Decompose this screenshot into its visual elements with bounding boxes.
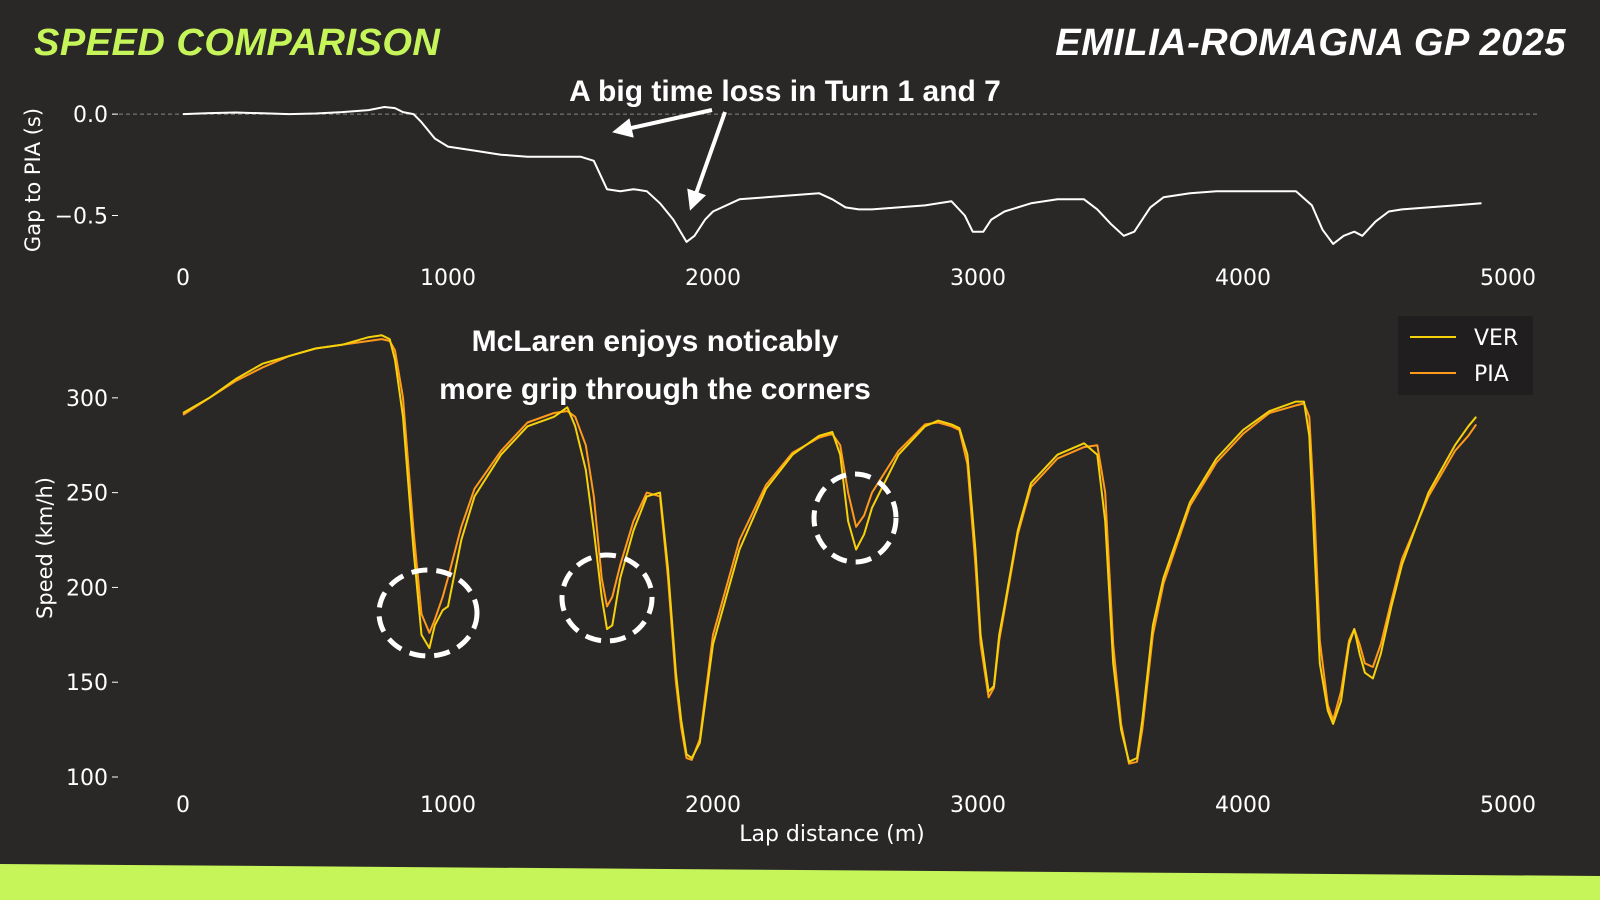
speed-x-tick-label: 4000 <box>1215 793 1271 818</box>
gap-x-tick-label: 4000 <box>1215 266 1271 291</box>
speed-x-axis-label: Lap distance (m) <box>739 822 925 847</box>
speed-x-tick-label: 1000 <box>420 793 476 818</box>
speed-series-line-pia <box>182 338 1478 765</box>
legend: VER PIA <box>1398 316 1533 395</box>
speed-panel: 100 150 200 250 300 0 1000 2000 3000 4000 5000 Sp… <box>33 334 1536 847</box>
chart-title: SPEED COMPARISON <box>34 22 441 64</box>
legend-label-ver: VER <box>1474 326 1518 351</box>
gap-x-tick-label: 1000 <box>420 266 476 291</box>
gap-series-layer <box>182 106 1482 245</box>
speed-x-tick-label: 3000 <box>950 793 1006 818</box>
bottom-accent-bar <box>0 864 1600 900</box>
speed-x-ticks: 0 1000 2000 3000 4000 5000 <box>176 793 1536 818</box>
gap-y-tick-label: 0.0 <box>73 103 108 128</box>
gap-x-tick-label: 3000 <box>950 266 1006 291</box>
speed-y-axis-label: Speed (km/h) <box>33 477 57 619</box>
time-loss-annotation: A big time loss in Turn 1 and 7 <box>569 75 1001 108</box>
speed-y-tick-label: 150 <box>66 671 108 696</box>
speed-y-tick-label: 250 <box>66 482 108 507</box>
speed-y-tick-label: 200 <box>66 576 108 601</box>
gap-y-ticks: 0.0 −0.5 <box>55 103 118 230</box>
speed-series-layer <box>182 334 1478 765</box>
gap-x-tick-label: 2000 <box>685 266 741 291</box>
gap-x-tick-label: 0 <box>176 266 190 291</box>
gap-x-ticks: 0 1000 2000 3000 4000 5000 <box>176 266 1536 291</box>
corner-highlight-turn-9 <box>811 471 899 565</box>
gap-series-line <box>182 106 1482 245</box>
gap-x-tick-label: 5000 <box>1480 266 1536 291</box>
corner-highlight-turn-7 <box>559 552 655 644</box>
speed-x-tick-label: 5000 <box>1480 793 1536 818</box>
speed-x-tick-label: 2000 <box>685 793 741 818</box>
speed-series-line-ver <box>182 334 1477 763</box>
event-title: EMILIA-ROMAGNA GP 2025 <box>1055 22 1566 64</box>
speed-y-ticks: 100 150 200 250 300 <box>66 387 118 791</box>
gap-y-axis-label: Gap to PIA (s) <box>21 108 45 252</box>
grip-annotation-line-1: McLaren enjoys noticably <box>472 325 839 358</box>
annotation-arrow-turn-7 <box>687 111 727 211</box>
corner-highlight-turn-1 <box>376 567 480 659</box>
legend-label-pia: PIA <box>1474 362 1509 387</box>
gap-y-tick-label: −0.5 <box>55 205 108 230</box>
speed-y-tick-label: 100 <box>66 766 108 791</box>
speed-y-tick-label: 300 <box>66 387 108 412</box>
annotation-arrow-turn-1 <box>612 108 713 138</box>
speed-x-tick-label: 0 <box>176 793 190 818</box>
legend-box <box>1398 316 1533 395</box>
gap-panel: 0.0 −0.5 0 1000 2000 3000 4000 5000 Gap to PIA… <box>21 103 1540 291</box>
grip-annotation-line-2: more grip through the corners <box>439 373 871 406</box>
